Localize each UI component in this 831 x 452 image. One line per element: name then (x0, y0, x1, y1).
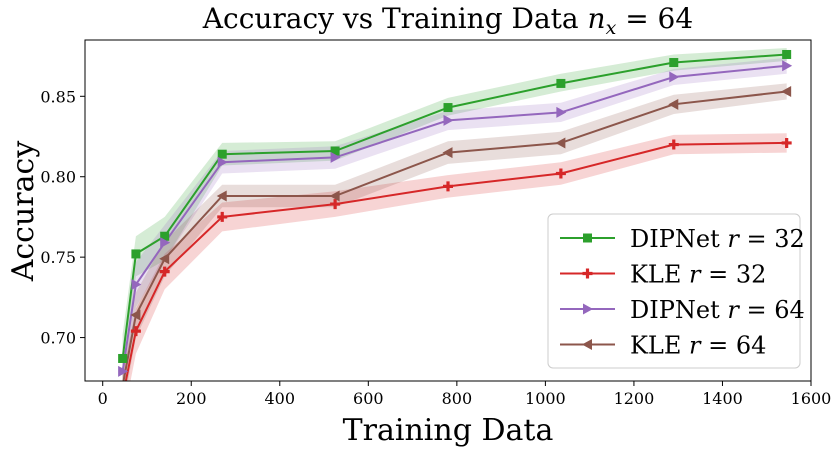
x-tick-label: 1400 (702, 389, 743, 408)
data-point-1-8 (781, 137, 792, 148)
x-tick-label: 0 (98, 389, 108, 408)
data-point-3-2 (159, 253, 170, 265)
legend-label-3: KLE r = 64 (630, 332, 766, 360)
data-point-0-8 (782, 49, 792, 59)
legend-label-0: DIPNet r = 32 (630, 225, 805, 253)
series-band-3 (122, 83, 787, 381)
y-axis-label: Accuracy (6, 141, 41, 283)
data-point-3-7 (668, 98, 679, 110)
data-point-0-2 (160, 231, 170, 241)
data-point-0-5 (443, 103, 453, 113)
data-point-2-4 (330, 151, 341, 163)
data-point-1-0 (118, 392, 128, 402)
legend-label-2: DIPNet r = 64 (630, 296, 805, 324)
data-point-3-3 (216, 190, 227, 202)
data-point-1-5 (443, 181, 453, 192)
legend-label-1: KLE r = 32 (630, 261, 766, 289)
legend-marker-2 (583, 303, 593, 315)
data-point-1-1 (130, 326, 141, 337)
series-band-2 (122, 57, 787, 381)
data-point-1-3 (217, 211, 228, 222)
series-band-1 (122, 133, 787, 381)
data-point-0-6 (556, 78, 566, 88)
data-point-3-6 (555, 137, 566, 149)
data-point-0-4 (330, 146, 340, 156)
data-point-2-7 (669, 71, 680, 83)
data-point-3-1 (130, 309, 141, 321)
x-tick-label: 800 (442, 389, 473, 408)
data-point-1-4 (330, 199, 341, 210)
data-point-2-1 (131, 278, 142, 290)
legend-marker-1 (582, 268, 593, 279)
legend: DIPNet r = 32 KLE r = 32 DIPNet r = 64 KLE … (547, 213, 805, 369)
legend-box (547, 213, 801, 369)
data-point-3-0 (125, 380, 128, 381)
data-point-2-6 (556, 106, 567, 118)
chart-title: Accuracy vs Training Data nx = 64 (202, 2, 693, 39)
data-point-2-3 (217, 156, 228, 168)
series-markers (118, 49, 793, 402)
data-point-1-6 (555, 168, 566, 179)
data-point-0-7 (669, 58, 679, 68)
data-point-3-8 (781, 85, 792, 97)
y-tick-label: 0.80 (40, 168, 76, 187)
data-point-2-2 (160, 237, 171, 249)
x-tick-label: 1200 (614, 389, 655, 408)
x-tick-label: 400 (265, 389, 296, 408)
data-point-0-1 (131, 249, 141, 259)
y-axis-ticks: 0.70 0.75 0.80 0.85 (40, 87, 85, 348)
x-tick-label: 1600 (791, 389, 831, 408)
x-axis-ticks: 0 200 400 600 800 1000 1200 1400 1600 (98, 381, 831, 408)
legend-marker-3 (582, 339, 592, 350)
y-tick-label: 0.85 (40, 87, 76, 106)
data-point-2-8 (782, 60, 793, 72)
plot-frame (84, 39, 812, 382)
x-tick-label: 1000 (525, 389, 566, 408)
x-axis-label: Training Data (343, 413, 554, 448)
x-tick-label: 600 (353, 389, 384, 408)
y-tick-label: 0.70 (40, 329, 76, 348)
data-point-0-0 (118, 353, 128, 363)
data-point-2-5 (443, 114, 454, 126)
data-point-0-3 (217, 149, 227, 159)
x-tick-label: 200 (176, 389, 207, 408)
legend-marker-0 (583, 233, 592, 243)
data-point-3-5 (442, 147, 453, 159)
y-tick-label: 0.75 (40, 248, 76, 267)
data-point-2-0 (118, 365, 129, 377)
data-point-1-7 (668, 139, 679, 150)
confidence-bands (122, 48, 787, 381)
data-point-3-4 (329, 190, 340, 202)
data-point-1-2 (159, 266, 170, 277)
